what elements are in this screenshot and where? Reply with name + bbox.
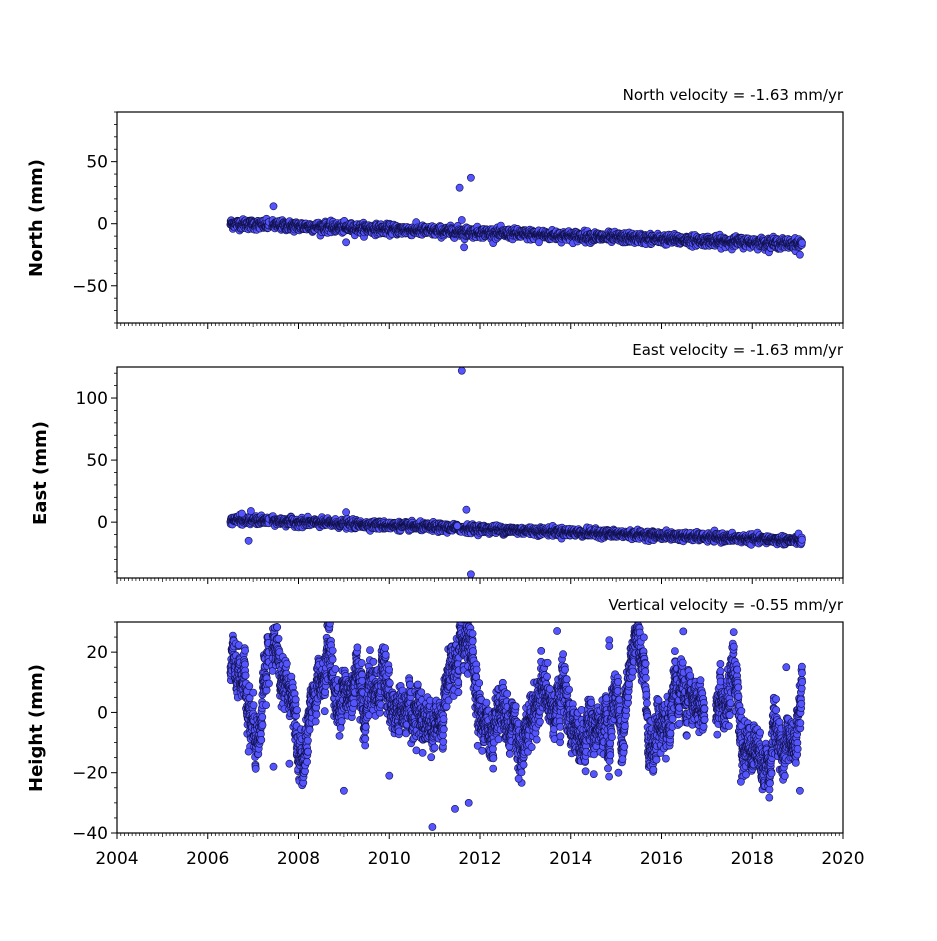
north-panel: North velocity = -1.63 mm/yr North (mm) … [26,86,844,329]
outlier-point [247,507,254,514]
y-tick-label: 50 [86,153,108,173]
data-point [798,536,805,543]
north-points [227,174,806,258]
east-title: East velocity = -1.63 mm/yr [632,341,844,359]
outlier-point [245,537,252,544]
outlier-point [343,509,350,516]
outlier-point [458,367,465,374]
outlier-point [467,174,474,181]
east-points [227,367,806,578]
outlier-point [454,522,461,529]
north-title: North velocity = -1.63 mm/yr [623,86,844,104]
outlier-point [463,506,470,513]
north-axes-frame [117,112,843,323]
data-point [798,239,805,246]
east-ylabel: East (mm) [30,421,51,525]
y-tick-label: 50 [86,451,108,471]
outlier-point [461,244,468,251]
outlier-point [467,571,474,578]
y-tick-label: −50 [72,277,108,297]
y-tick-label: 100 [76,389,108,409]
outlier-point [343,239,350,246]
outlier-point [270,203,277,210]
outlier-point [796,251,803,258]
outlier-point [456,184,463,191]
outlier-point [458,216,465,223]
y-tick-label: 0 [97,215,108,235]
east-panel: East velocity = -1.63 mm/yr East (mm) 10… [30,341,844,584]
outlier-point [238,510,245,517]
north-ylabel: North (mm) [26,159,47,277]
y-tick-label: 0 [97,513,108,533]
east-axes-frame [117,367,843,578]
outlier-point [535,239,542,246]
